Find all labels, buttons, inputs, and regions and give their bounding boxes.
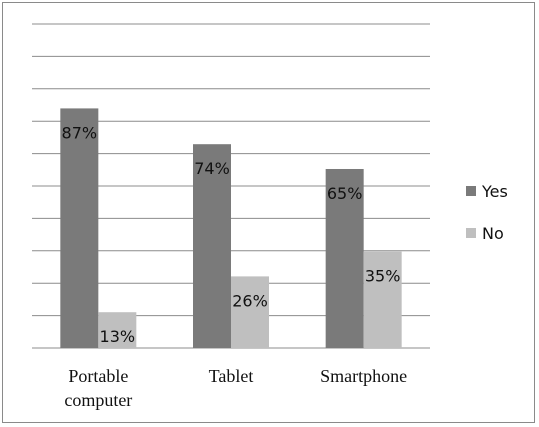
bar-yes-smartphone (325, 168, 364, 348)
bar-no-tablet (231, 276, 269, 348)
legend: Yes No (466, 182, 508, 243)
category-labels: Portable computer Tablet Smartphone (64, 366, 407, 410)
bar-yes-tablet (193, 144, 231, 348)
legend-label-no: No (482, 224, 504, 243)
data-labels: 87% 13% 74% 26% 65% 35% (62, 123, 401, 346)
bars (60, 108, 402, 348)
bar-yes-portable-computer (60, 108, 99, 348)
data-label: 13% (100, 327, 136, 346)
bar-no-smartphone (363, 251, 402, 348)
legend-swatch-no (466, 228, 476, 238)
data-label: 26% (232, 291, 268, 310)
data-label: 65% (327, 184, 363, 203)
category-label: Portable computer (64, 366, 132, 410)
category-label: Tablet (209, 366, 254, 386)
data-label: 74% (194, 159, 230, 178)
legend-swatch-yes (466, 186, 476, 196)
data-label: 87% (62, 123, 98, 142)
legend-label-yes: Yes (481, 182, 508, 201)
category-label: Smartphone (320, 366, 407, 386)
data-label: 35% (365, 267, 401, 286)
bar-no-portable-computer (98, 312, 137, 348)
